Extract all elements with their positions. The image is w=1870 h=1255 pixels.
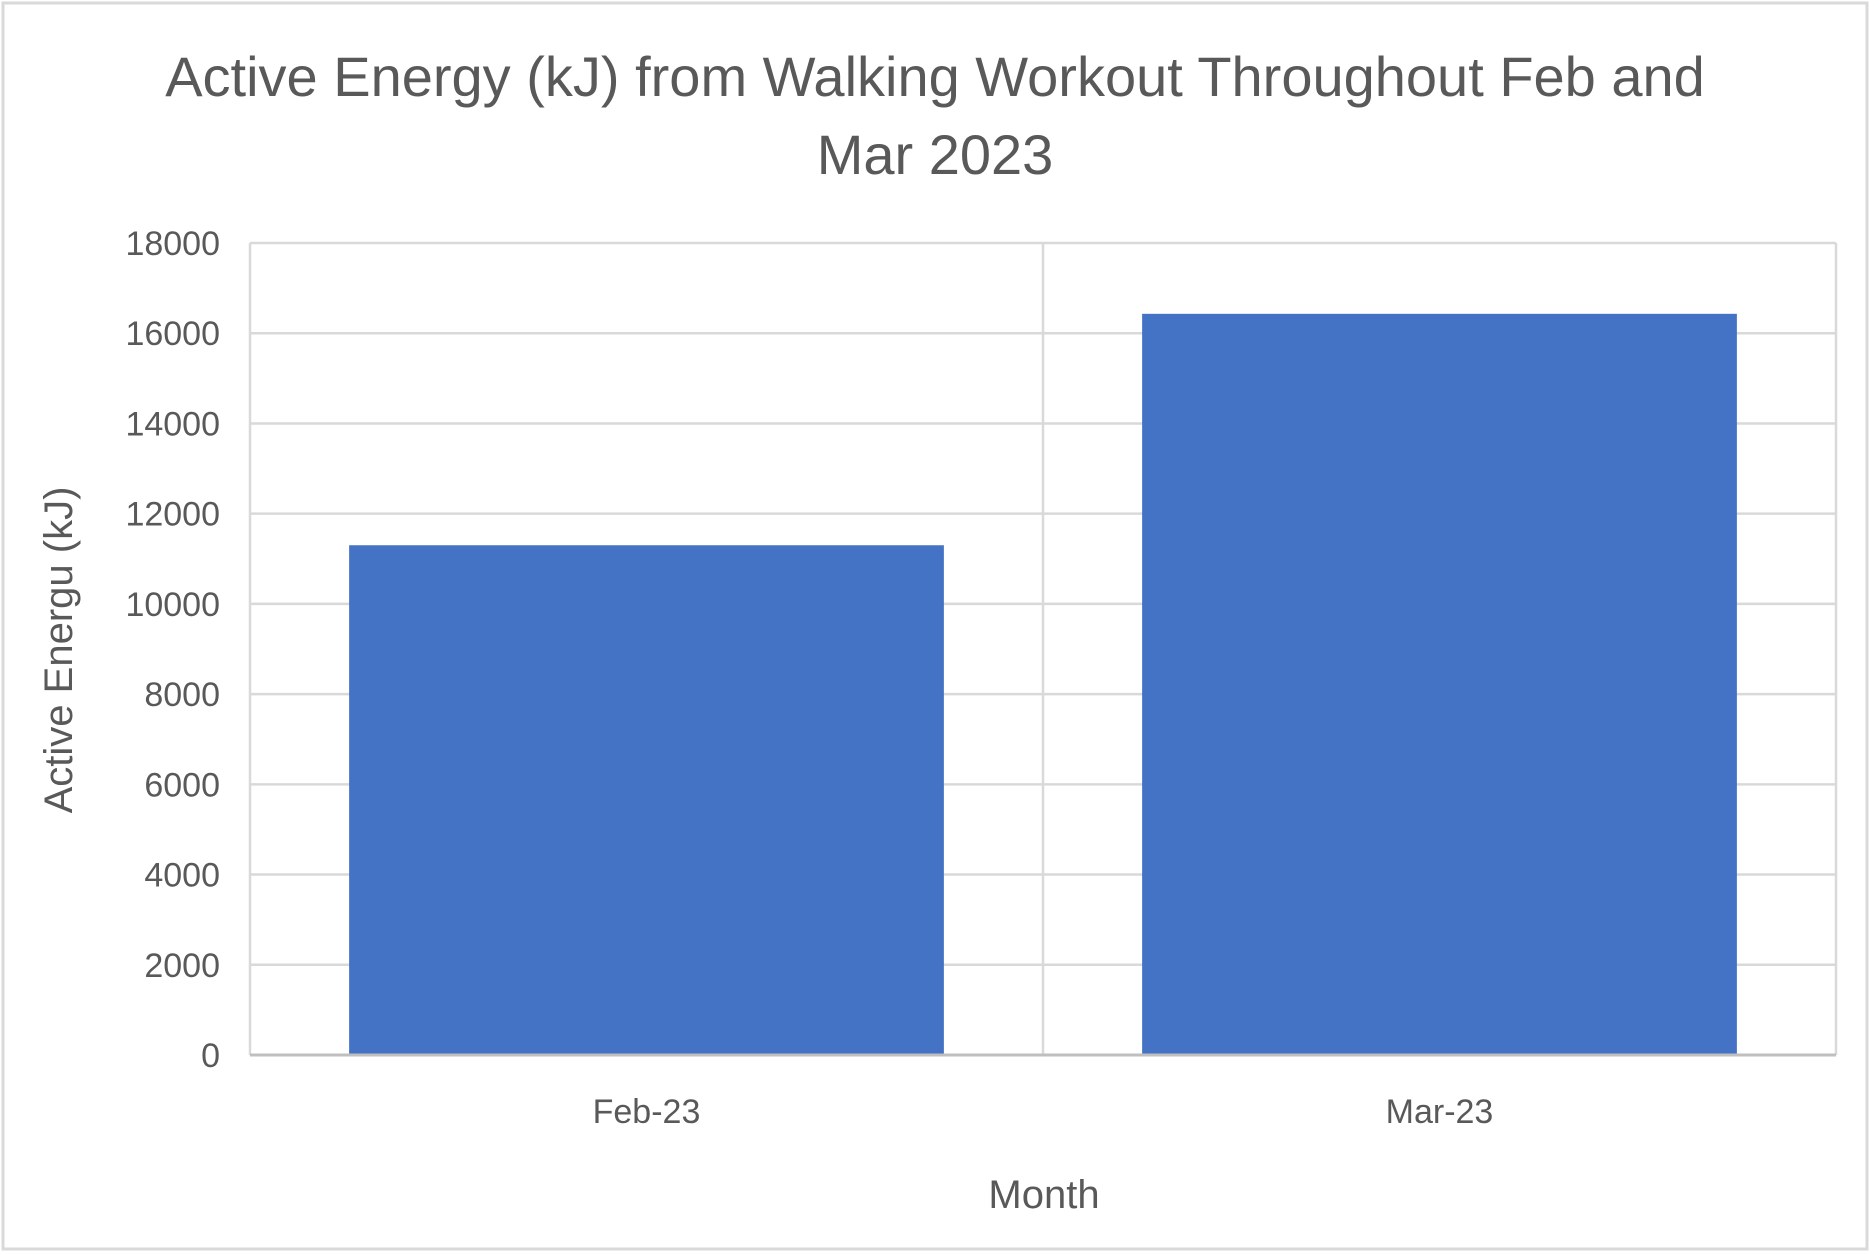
y-tick-label: 2000 bbox=[144, 947, 220, 985]
y-tick-label: 12000 bbox=[125, 496, 220, 534]
x-tick-label: Mar-23 bbox=[1386, 1093, 1494, 1131]
x-tick-label: Feb-23 bbox=[593, 1093, 701, 1131]
y-tick-label: 0 bbox=[201, 1037, 220, 1075]
y-tick-label: 10000 bbox=[125, 586, 220, 624]
y-tick-label: 6000 bbox=[144, 766, 220, 804]
y-tick-label: 4000 bbox=[144, 857, 220, 895]
y-axis-ticks: 0 2000 4000 6000 8000 10000 12000 14000 16000 180… bbox=[125, 225, 220, 1075]
y-tick-label: 16000 bbox=[125, 315, 220, 353]
chart-title-line-1: Active Energy (kJ) from Walking Workout … bbox=[165, 45, 1705, 108]
y-tick-label: 8000 bbox=[144, 676, 220, 714]
bars bbox=[349, 313, 1737, 1055]
bar-feb-23 bbox=[349, 545, 944, 1055]
bar-mar-23 bbox=[1142, 313, 1737, 1055]
chart-title-line-2: Mar 2023 bbox=[817, 123, 1054, 186]
y-axis-title: Active Energu (kJ) bbox=[37, 487, 81, 814]
y-tick-label: 18000 bbox=[125, 225, 220, 263]
x-axis-title: Month bbox=[988, 1173, 1099, 1217]
y-tick-label: 14000 bbox=[125, 405, 220, 443]
x-axis-ticks: Feb-23 Mar-23 bbox=[593, 1093, 1494, 1131]
